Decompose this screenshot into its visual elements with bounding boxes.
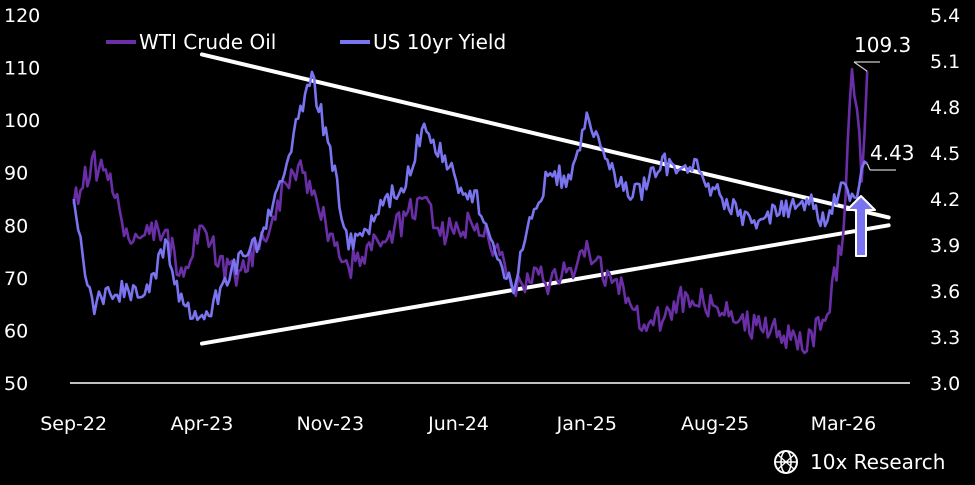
y-left-tick-label: 60 <box>4 320 28 342</box>
series-lines <box>72 67 869 355</box>
brand-logo: 10x Research <box>774 450 945 474</box>
x-tick-label: Sep-22 <box>40 413 107 435</box>
legend-label: US 10yr Yield <box>373 30 506 54</box>
y-left-tick-label: 100 <box>4 110 40 132</box>
annotation-leader <box>853 61 868 72</box>
annotations: 109.3 4.43 <box>846 33 915 257</box>
x-tick-label: Aug-25 <box>681 413 749 435</box>
y-left-tick-label: 80 <box>4 215 28 237</box>
annotation-leader <box>866 163 871 171</box>
x-tick-label: Mar-26 <box>811 413 877 435</box>
globe-icon <box>774 450 798 474</box>
x-tick-label: Jun-24 <box>427 413 489 435</box>
x-tick-label: Apr-23 <box>171 413 234 435</box>
up-arrow-icon <box>846 195 876 257</box>
brand-text: 10x Research <box>810 450 945 474</box>
y-right-tick-label: 4.5 <box>930 143 960 165</box>
y-right-tick-label: 4.8 <box>930 97 960 119</box>
y-left-tick-label: 120 <box>4 5 40 27</box>
x-tick-label: Jan-25 <box>556 413 617 435</box>
y-left-tick-label: 50 <box>4 373 28 395</box>
y-left-tick-label: 110 <box>4 58 40 80</box>
annotation-label: 4.43 <box>870 141 915 165</box>
y-right-tick-label: 3.6 <box>930 281 960 303</box>
annotation-label: 109.3 <box>854 33 911 57</box>
y-right-tick-label: 3.9 <box>930 235 960 257</box>
legend: WTI Crude Oil US 10yr Yield <box>106 30 506 54</box>
y-right-tick-label: 3.3 <box>930 327 960 349</box>
y-right-tick-label: 5.1 <box>930 51 960 73</box>
y-right-tick-label: 3.0 <box>930 373 960 395</box>
trendline-upper <box>199 52 891 220</box>
axes: 50 60 70 80 90 100 110 120 3.0 3.3 3.6 3.9 4.2 4.5 4.8… <box>4 5 960 435</box>
x-tick-label: Nov-23 <box>296 413 364 435</box>
y-left-tick-label: 70 <box>4 268 28 290</box>
legend-label: WTI Crude Oil <box>139 30 276 54</box>
y-right-tick-label: 5.4 <box>930 5 960 27</box>
y-left-tick-label: 90 <box>4 163 28 185</box>
series-line-wti <box>72 67 869 355</box>
series-line-us10y <box>72 70 868 322</box>
y-right-tick-label: 4.2 <box>930 189 960 211</box>
